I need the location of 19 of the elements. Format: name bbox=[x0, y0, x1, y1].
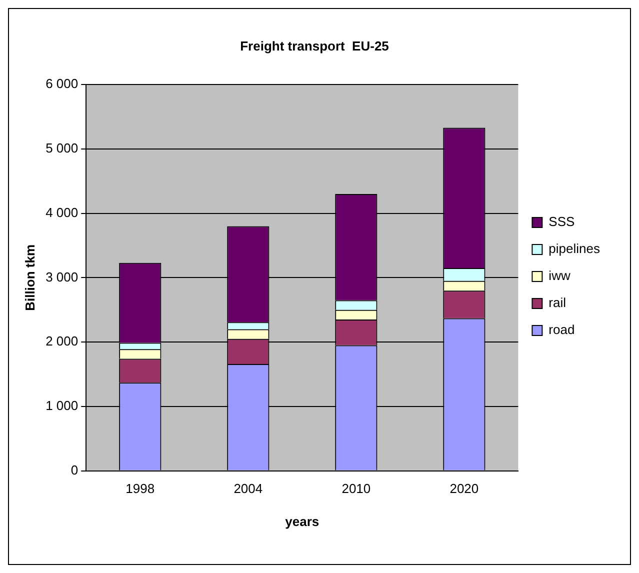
x-axis-title: years bbox=[285, 514, 320, 529]
y-tick-label: 6 000 bbox=[46, 76, 78, 92]
y-tick-label: 4 000 bbox=[46, 204, 78, 220]
x-tick-label: 1998 bbox=[126, 481, 155, 496]
chart-title: Freight transport EU-25 bbox=[240, 38, 389, 54]
y-tick-label: 3 000 bbox=[46, 269, 78, 284]
x-tick-label: 2010 bbox=[342, 481, 371, 496]
x-tick-label: 2020 bbox=[450, 481, 479, 496]
y-tick-label: 5 000 bbox=[46, 140, 78, 156]
y-tick-label: 2 000 bbox=[46, 334, 78, 349]
legend-label: road bbox=[548, 322, 575, 338]
legend-label: SSS bbox=[548, 214, 576, 230]
y-axis-title: Billion tkm bbox=[22, 244, 38, 311]
y-tick-label: 1 000 bbox=[46, 398, 78, 414]
legend-label: pipelines bbox=[548, 241, 600, 256]
legend-label: iww bbox=[548, 268, 571, 284]
x-tick-label: 2004 bbox=[234, 481, 263, 496]
legend-label: rail bbox=[548, 295, 566, 310]
y-tick-label: 0 bbox=[70, 462, 78, 478]
